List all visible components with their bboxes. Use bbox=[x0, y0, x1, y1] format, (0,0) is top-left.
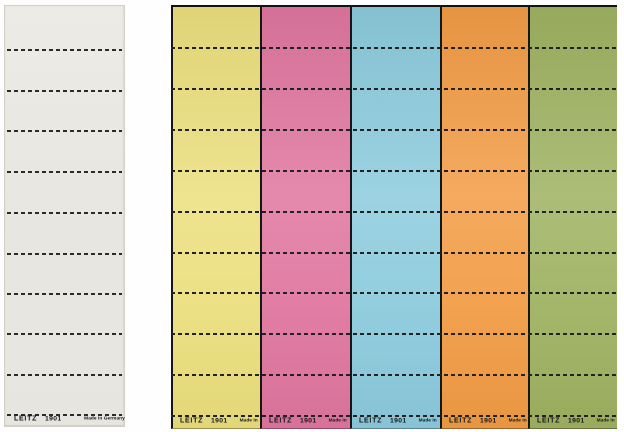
label-strip-column-pink: LEITZ 1901 Made in bbox=[260, 7, 350, 429]
column-imprint: LEITZ 1901 Made in bbox=[530, 414, 617, 427]
perforation-line bbox=[171, 252, 617, 254]
perforation-line bbox=[7, 293, 122, 295]
brand-text: LEITZ bbox=[359, 416, 383, 425]
perforation-line bbox=[7, 414, 122, 416]
white-divider-strip: LEITZ 1901 Made in Germany bbox=[4, 5, 125, 427]
perforation-line bbox=[7, 171, 122, 173]
brand-line: LEITZ 1901 bbox=[359, 416, 410, 425]
origin-text: Made in bbox=[239, 418, 258, 423]
perforation-line bbox=[7, 333, 122, 335]
perforation-line bbox=[7, 253, 122, 255]
origin-text: Made in bbox=[328, 418, 347, 423]
brand-line: LEITZ 1901 bbox=[537, 416, 588, 425]
model-number: 1901 bbox=[390, 416, 407, 425]
brand-line: LEITZ 1901 bbox=[180, 416, 231, 425]
paper-shading bbox=[530, 7, 617, 428]
colored-label-sheet: LEITZ 1901 Made in LEITZ 1901 Made in LEITZ 190… bbox=[171, 5, 617, 429]
perforation-line bbox=[171, 415, 617, 417]
origin-text: Made in bbox=[418, 418, 437, 423]
column-imprint: LEITZ 1901 Made in bbox=[173, 414, 260, 427]
perforation-line bbox=[171, 292, 617, 294]
white-strip-imprint: LEITZ 1901 Made in Germany bbox=[5, 412, 124, 425]
perforation-line bbox=[171, 333, 617, 335]
brand-line: LEITZ 1901 bbox=[449, 416, 500, 425]
perforation-line bbox=[7, 374, 122, 376]
perforation-line bbox=[171, 47, 617, 49]
perforation-line bbox=[171, 129, 617, 131]
perforation-line bbox=[171, 374, 617, 376]
brand-text: LEITZ bbox=[269, 416, 293, 425]
column-imprint: LEITZ 1901 Made in bbox=[352, 414, 440, 427]
paper-shading bbox=[173, 7, 260, 428]
paper-shading bbox=[262, 7, 350, 428]
perforation-line bbox=[7, 90, 122, 92]
origin-text: Made in bbox=[508, 418, 527, 423]
label-strip-column-orange: LEITZ 1901 Made in bbox=[440, 7, 528, 429]
brand-line: LEITZ 1901 bbox=[269, 416, 320, 425]
brand-text: LEITZ bbox=[537, 416, 561, 425]
perforation-line bbox=[171, 170, 617, 172]
perforation-line bbox=[171, 88, 617, 90]
paper-shading bbox=[442, 7, 528, 428]
paper-shading bbox=[352, 7, 440, 428]
model-number: 1901 bbox=[480, 416, 497, 425]
model-number: 1901 bbox=[45, 414, 62, 423]
brand-line: LEITZ 1901 bbox=[14, 414, 65, 423]
column-imprint: LEITZ 1901 Made in bbox=[442, 414, 528, 427]
column-imprint: LEITZ 1901 Made in bbox=[262, 414, 350, 427]
label-strip-column-green: LEITZ 1901 Made in bbox=[528, 7, 617, 429]
perforation-line bbox=[7, 49, 122, 51]
origin-text: Made in bbox=[596, 418, 615, 423]
model-number: 1901 bbox=[568, 416, 585, 425]
label-strip-column-yellow: LEITZ 1901 Made in bbox=[171, 7, 260, 429]
model-number: 1901 bbox=[211, 416, 228, 425]
perforation-line bbox=[7, 130, 122, 132]
brand-text: LEITZ bbox=[180, 416, 204, 425]
label-strip-column-blue: LEITZ 1901 Made in bbox=[350, 7, 440, 429]
perforation-line bbox=[171, 211, 617, 213]
model-number: 1901 bbox=[300, 416, 317, 425]
perforation-line bbox=[7, 212, 122, 214]
brand-text: LEITZ bbox=[14, 414, 38, 423]
brand-text: LEITZ bbox=[449, 416, 473, 425]
origin-text: Made in Germany bbox=[83, 416, 125, 421]
